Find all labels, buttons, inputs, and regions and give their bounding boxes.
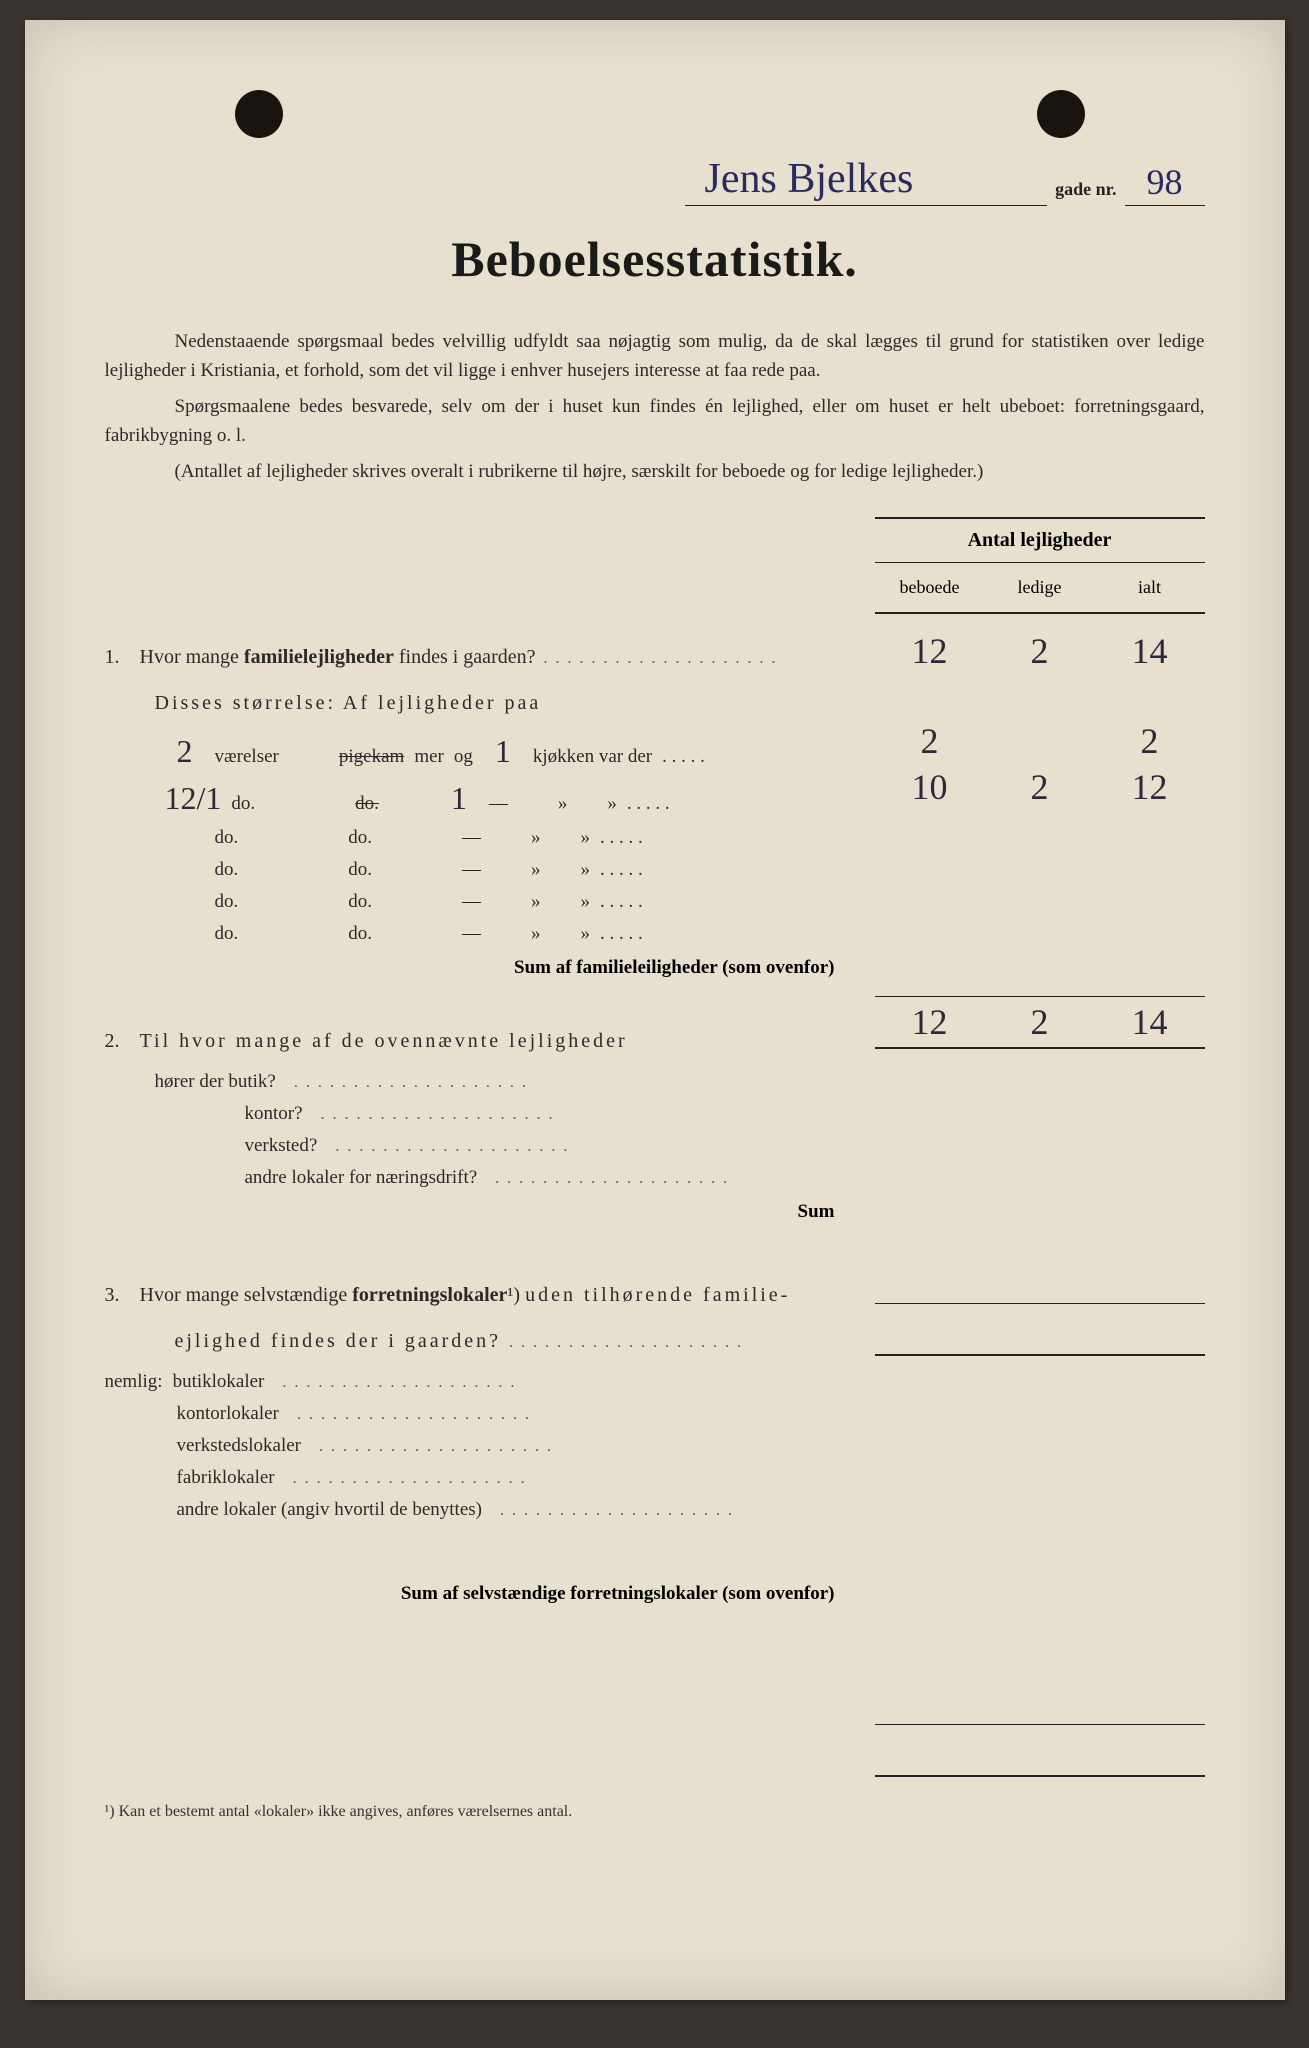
q1-row-6: do. do. —»» . . . . . xyxy=(165,923,855,945)
footnote: ¹) Kan et bestemt antal «lokaler» ikke a… xyxy=(105,1803,1205,1821)
col-ialt: ialt xyxy=(1095,563,1205,612)
q3-line-3: verkstedslokaler xyxy=(177,1435,855,1457)
q1-sum-label: Sum af familieleiligheder (som ovenfor) xyxy=(105,957,835,979)
q3-line-5: andre lokaler (angiv hvortil de benyttes… xyxy=(177,1499,855,1521)
q1-data-row-6 xyxy=(875,948,1205,994)
q3-empty-rows xyxy=(875,1398,1205,1692)
q1-sum-row: 12 2 14 xyxy=(875,999,1205,1045)
q3-line-4: fabriklokaler xyxy=(177,1467,855,1489)
values-column: Antal lejligheder beboede ledige ialt 12… xyxy=(875,517,1205,1779)
q1-row-4: do. do. —»» . . . . . xyxy=(165,859,855,881)
q2-line-4: andre lokaler for næringsdrift? xyxy=(245,1167,855,1189)
question-2: 2. Til hvor mange af de ovennævnte lejli… xyxy=(105,1025,855,1057)
q3-text: Hvor mange selvstændige forretningslokal… xyxy=(140,1284,791,1306)
document-page: Jens Bjelkes gade nr. 98 Beboelsesstatis… xyxy=(25,20,1285,2000)
gade-label: gade nr. xyxy=(1055,179,1116,206)
punch-hole-left xyxy=(235,90,283,138)
street-name-handwritten: Jens Bjelkes xyxy=(685,155,1048,206)
intro-text-1: Nedenstaaende spørgsmaal bedes velvillig… xyxy=(105,331,1205,381)
col-ledige: ledige xyxy=(985,563,1095,612)
q1-data-row-4 xyxy=(875,856,1205,902)
q1-data-row-5 xyxy=(875,902,1205,948)
q2-line-1: hører der butik? xyxy=(155,1071,855,1093)
q2-sum-row xyxy=(875,1306,1205,1352)
q2-line-2: kontor? xyxy=(245,1103,855,1125)
q1-text: Hvor mange familielejligheder findes i g… xyxy=(140,646,536,668)
table-subheader: beboede ledige ialt xyxy=(875,563,1205,614)
q1-row-2: 12/1 do. do. 1 —»» . . . . . xyxy=(165,780,855,817)
q1-sublabel: Disses størrelse: Af lejligheder paa xyxy=(155,687,855,719)
q2-text: Til hvor mange af de ovennævnte lejlighe… xyxy=(140,1030,628,1052)
q1-totals-row: 12 2 14 xyxy=(875,628,1205,674)
q2-empty-rows xyxy=(875,1091,1205,1301)
q1-data-row-3 xyxy=(875,810,1205,856)
intro-text-3: (Antallet af lejligheder skrives overalt… xyxy=(175,461,984,482)
q1-row-5: do. do. —»» . . . . . xyxy=(165,891,855,913)
table-header-title: Antal lejligheder xyxy=(875,517,1205,563)
intro-text-2: Spørgsmaalene bedes besvarede, selv om d… xyxy=(105,396,1205,446)
punch-hole-right xyxy=(1037,90,1085,138)
q2-sum-label: Sum xyxy=(105,1201,835,1223)
question-1: 1. Hvor mange familielejligheder findes … xyxy=(105,641,855,673)
question-3: 3. Hvor mange selvstændige forretningslo… xyxy=(105,1279,855,1311)
page-title: Beboelsesstatistik. xyxy=(105,230,1205,288)
q3-sum-label: Sum af selvstændige forretningslokaler (… xyxy=(105,1583,835,1605)
q1-data-row-2: 10 2 12 xyxy=(875,764,1205,810)
q3-line-2: kontorlokaler xyxy=(177,1403,855,1425)
col-beboede: beboede xyxy=(875,563,985,612)
q3-text-cont: ejlighed findes der i gaarden? xyxy=(175,1325,855,1357)
q1-row-1: 2 værelser pigekammer og 1 kjøkken var d… xyxy=(165,733,855,770)
intro-paragraph-1: Nedenstaaende spørgsmaal bedes velvillig… xyxy=(105,328,1205,385)
q3-sum-row xyxy=(875,1727,1205,1773)
q1-data-row-1: 2 2 xyxy=(875,718,1205,764)
questions-column: 1. Hvor mange familielejligheder findes … xyxy=(105,517,875,1779)
q2-line-3: verksted? xyxy=(245,1135,855,1157)
intro-paragraph-3: (Antallet af lejligheder skrives overalt… xyxy=(105,458,1205,487)
do-strike: do. xyxy=(355,793,379,815)
intro-paragraph-2: Spørgsmaalene bedes besvarede, selv om d… xyxy=(105,393,1205,450)
main-content-grid: 1. Hvor mange familielejligheder findes … xyxy=(105,517,1205,1779)
gade-number-handwritten: 98 xyxy=(1125,161,1205,206)
q1-row-3: do. do. —»» . . . . . xyxy=(165,827,855,849)
header-street-line: Jens Bjelkes gade nr. 98 xyxy=(685,155,1205,206)
pigekammer-strike: pigekam xyxy=(339,746,404,768)
q3-nemlig: nemlig: butiklokaler xyxy=(105,1371,855,1393)
